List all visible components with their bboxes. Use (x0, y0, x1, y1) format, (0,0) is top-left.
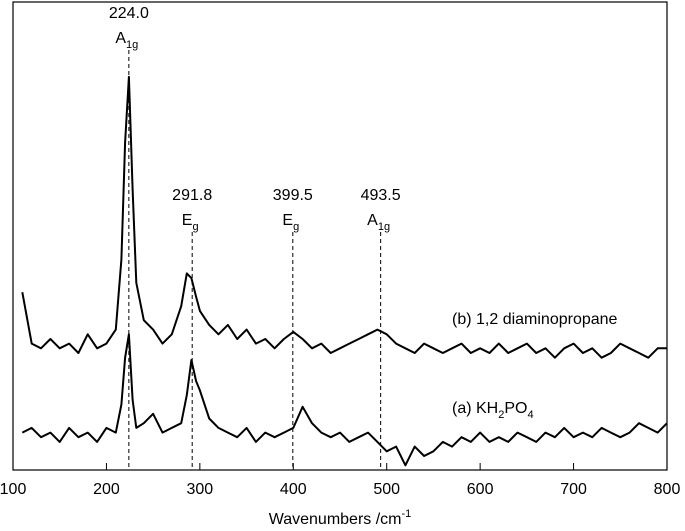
x-tick-label: 700 (560, 481, 587, 498)
peak-mode-sub: g (293, 221, 299, 233)
peak-mode-text: E (182, 212, 193, 229)
x-tick-label: 600 (467, 481, 494, 498)
x-tick-label: 400 (280, 481, 307, 498)
spectrum-line (21, 333, 668, 467)
peak-mode-text: A (115, 30, 126, 47)
peak-mode-text: A (367, 212, 378, 229)
peak-mode-sub: 1g (126, 39, 138, 51)
series-label: (a) KH2PO4 (452, 400, 534, 421)
plot-frame (12, 1, 668, 471)
x-tick-label: 300 (187, 481, 214, 498)
peak-mode-sub: 1g (378, 221, 390, 233)
series-label-sub: 2 (498, 409, 504, 421)
peak-position: 399.5 (273, 187, 313, 204)
series-label-text: PO (504, 400, 527, 417)
peak-position: 291.8 (172, 187, 212, 204)
x-tick-label: 500 (373, 481, 400, 498)
x-tick-label: 100 (0, 481, 26, 498)
peak-mode-text: E (282, 212, 293, 229)
peak-mode: Eg (282, 212, 299, 233)
x-tick-label: 800 (654, 481, 681, 498)
peak-position: 224.0 (109, 5, 149, 22)
peak-mode-sub: g (192, 221, 198, 233)
series-label-text: (a) KH (452, 400, 498, 417)
peak-mode: Eg (182, 212, 199, 233)
series-label: (b) 1,2 diaminopropane (452, 311, 618, 328)
peak-position: 493.5 (361, 187, 401, 204)
spectrum-line (21, 75, 667, 359)
x-axis-label-text: Wavenumbers /cm (269, 511, 402, 528)
peak-mode: A1g (367, 212, 390, 233)
series-label-text: (b) 1,2 diaminopropane (452, 311, 618, 328)
series-label-sub: 4 (527, 409, 533, 421)
x-tick-label: 200 (93, 481, 120, 498)
peak-mode: A1g (115, 30, 138, 51)
x-axis-label-sup: -1 (402, 508, 412, 520)
x-axis-label: Wavenumbers /cm-1 (269, 508, 412, 528)
